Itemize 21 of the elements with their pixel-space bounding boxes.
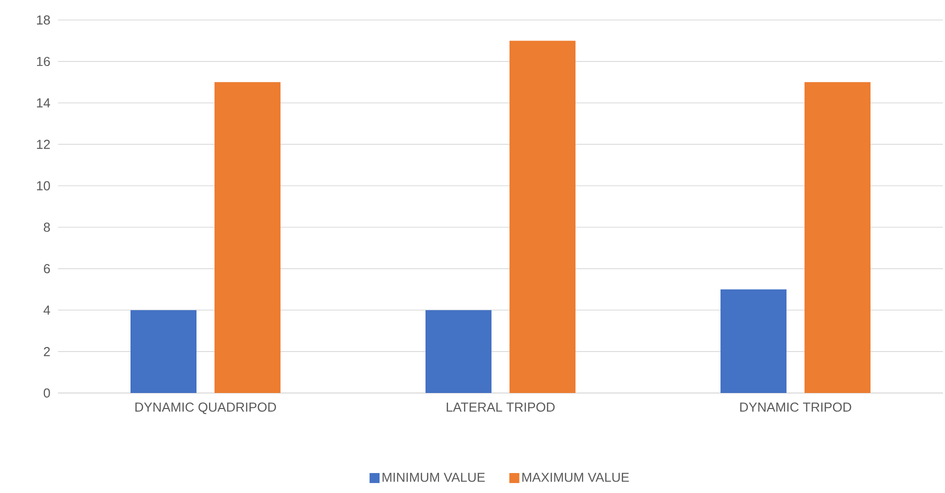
y-tick-label: 4 xyxy=(44,306,50,315)
bar xyxy=(426,310,492,393)
legend-label: MINIMUM VALUE xyxy=(382,472,485,482)
legend-label: MAXIMUM VALUE xyxy=(522,472,629,482)
bar xyxy=(804,82,871,393)
x-tick-label: DYNAMIC QUADRIPOD xyxy=(135,402,276,414)
y-tick-label: 18 xyxy=(36,15,50,25)
y-tick-label: 0 xyxy=(44,388,50,398)
y-tick-label: 10 xyxy=(36,181,50,190)
y-tick-label: 2 xyxy=(44,347,50,356)
y-tick-label: 8 xyxy=(44,222,50,232)
bar xyxy=(214,82,280,393)
bar xyxy=(720,289,787,393)
y-tick-label: 12 xyxy=(36,140,50,149)
y-tick-label: 14 xyxy=(36,98,50,108)
y-tick-label: 16 xyxy=(36,56,50,66)
x-tick-label: LATERAL TRIPOD xyxy=(446,402,555,412)
bar xyxy=(510,40,576,393)
y-tick-label: 6 xyxy=(44,264,50,274)
x-tick-label: DYNAMIC TRIPOD xyxy=(740,402,852,412)
bar xyxy=(130,310,196,393)
